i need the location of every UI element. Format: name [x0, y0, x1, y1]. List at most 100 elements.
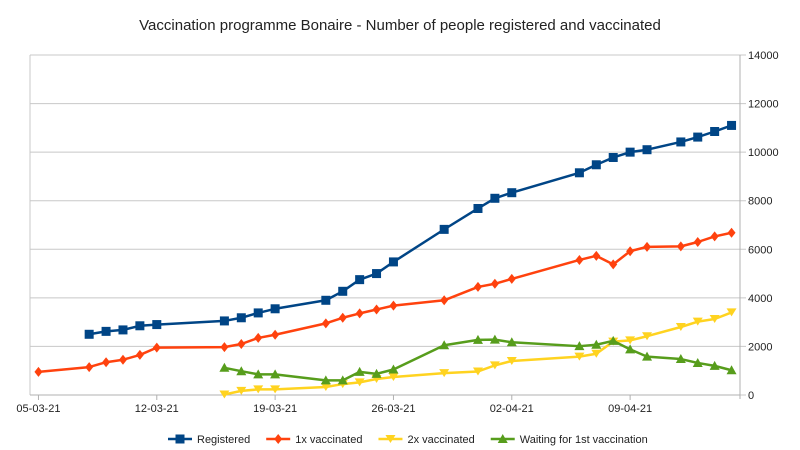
data-point — [34, 366, 43, 377]
data-point — [118, 354, 127, 365]
data-point — [135, 349, 144, 360]
data-point — [372, 269, 382, 279]
data-point — [389, 300, 398, 311]
data-point — [118, 325, 128, 335]
series-waiting-for-1st-vaccination — [219, 334, 737, 385]
data-point — [609, 259, 618, 270]
data-point — [338, 312, 347, 323]
data-point — [591, 160, 601, 170]
y-tick-label: 4000 — [748, 293, 772, 305]
legend-marker — [175, 434, 185, 444]
data-point — [625, 147, 635, 157]
data-point — [152, 342, 161, 353]
data-point — [472, 367, 483, 376]
legend-label: Registered — [197, 434, 250, 446]
legend-marker — [497, 434, 508, 443]
data-point — [506, 337, 517, 347]
data-point — [642, 332, 653, 341]
legend-marker — [274, 434, 283, 444]
y-tick-label: 12000 — [748, 99, 779, 111]
data-point — [506, 357, 517, 365]
data-point — [101, 326, 111, 336]
x-tick-label: 02-04-21 — [490, 403, 534, 415]
data-point — [507, 273, 516, 284]
data-point — [574, 352, 585, 361]
data-point — [726, 308, 737, 317]
data-point — [693, 132, 703, 142]
data-point — [726, 365, 737, 375]
y-tick-label: 0 — [748, 390, 754, 402]
data-point — [85, 362, 94, 373]
x-tick-label: 19-03-21 — [253, 403, 297, 415]
legend-item: 1x vaccinated — [266, 434, 362, 446]
series-line — [224, 338, 732, 382]
legend-item: Waiting for 1st vaccination — [490, 434, 648, 446]
data-point — [372, 304, 381, 315]
data-point — [270, 369, 281, 379]
data-point — [642, 351, 653, 361]
data-point — [220, 342, 229, 353]
data-point — [219, 316, 229, 326]
data-point — [472, 334, 483, 344]
data-point — [388, 364, 399, 374]
series-1x-vaccinated — [34, 227, 736, 377]
data-point — [135, 321, 145, 331]
data-point — [489, 334, 500, 344]
data-point — [219, 390, 230, 399]
data-point — [236, 366, 247, 376]
legend: Registered 1x vaccinated 2x vaccinated Wait… — [168, 434, 648, 446]
y-tick-label: 14000 — [748, 50, 779, 62]
series-line — [224, 311, 732, 396]
legend-label: 1x vaccinated — [295, 434, 362, 446]
data-point — [237, 339, 246, 349]
data-point — [253, 369, 264, 379]
data-point — [219, 362, 230, 372]
data-point — [320, 382, 331, 391]
data-point — [354, 378, 365, 387]
data-point — [371, 368, 382, 378]
data-point — [591, 349, 602, 358]
legend-label: Waiting for 1st vaccination — [520, 434, 648, 446]
data-point — [320, 375, 331, 385]
legend-marker — [385, 435, 396, 443]
data-point — [675, 354, 686, 364]
data-point — [592, 250, 601, 261]
data-point — [489, 361, 500, 370]
data-point — [710, 127, 720, 136]
data-point — [675, 323, 686, 331]
data-point — [625, 336, 636, 345]
data-point — [270, 385, 281, 394]
data-point — [709, 314, 720, 323]
y-tick-label: 8000 — [748, 196, 772, 208]
data-point — [693, 237, 702, 247]
data-point — [692, 317, 703, 326]
series-2x-vaccinated — [219, 308, 737, 399]
legend-item: Registered — [168, 434, 250, 446]
data-point — [321, 318, 330, 329]
data-point — [84, 329, 94, 339]
data-point — [626, 246, 635, 257]
x-tick-label: 09-04-21 — [608, 403, 652, 415]
legend-label: 2x vaccinated — [407, 434, 474, 446]
data-point — [574, 341, 585, 351]
data-point — [337, 375, 348, 385]
data-point — [236, 313, 246, 323]
chart-title: Vaccination programme Bonaire - Number o… — [139, 17, 661, 34]
x-tick-label: 05-03-21 — [16, 403, 60, 415]
data-point — [709, 360, 720, 370]
data-point — [608, 152, 618, 162]
data-point — [355, 275, 365, 285]
data-point — [575, 254, 584, 265]
data-point — [608, 335, 619, 345]
data-point — [642, 145, 652, 155]
series-line — [38, 231, 732, 374]
data-point — [676, 241, 685, 252]
data-point — [439, 224, 449, 234]
data-point — [676, 137, 686, 147]
legend-item: 2x vaccinated — [378, 434, 475, 446]
data-point — [591, 339, 602, 349]
data-point — [338, 286, 348, 296]
data-point — [152, 320, 162, 330]
